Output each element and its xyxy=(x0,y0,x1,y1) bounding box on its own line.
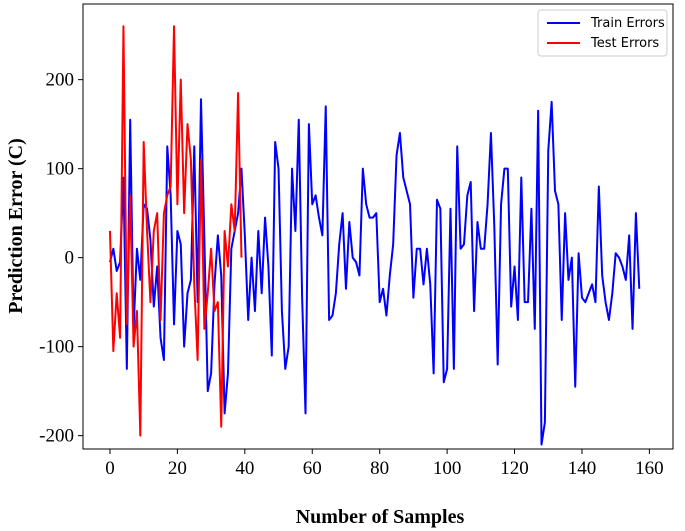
y-tick-label: 100 xyxy=(46,159,75,180)
series-line-test-errors xyxy=(108,25,243,437)
x-tick-label: 140 xyxy=(568,458,597,479)
x-tick-label: 20 xyxy=(168,458,187,479)
y-tick-label: -200 xyxy=(39,426,74,447)
y-tick-label: 0 xyxy=(65,248,75,269)
x-tick-label: 40 xyxy=(235,458,254,479)
x-tick-label: 80 xyxy=(370,458,389,479)
legend: Train Errors Test Errors xyxy=(537,9,668,57)
x-tick-label: 0 xyxy=(105,458,115,479)
series-layer xyxy=(108,25,641,446)
x-axis-title: Number of Samples xyxy=(296,506,465,528)
legend-box xyxy=(537,9,668,57)
y-axis-title: Prediction Error (C) xyxy=(5,138,27,314)
x-axis: 0 20 40 60 80 100 120 140 160 xyxy=(105,449,664,479)
y-tick-label: 200 xyxy=(46,70,75,91)
y-axis: -200 -100 0 100 200 xyxy=(39,70,83,447)
y-tick-label: -100 xyxy=(39,337,74,358)
plot-frame xyxy=(82,3,674,450)
legend-label-test: Test Errors xyxy=(590,36,659,51)
legend-label-train: Train Errors xyxy=(590,16,665,31)
x-tick-label: 160 xyxy=(635,458,664,479)
x-tick-label: 120 xyxy=(500,458,529,479)
x-tick-label: 60 xyxy=(303,458,322,479)
x-tick-label: 100 xyxy=(433,458,462,479)
